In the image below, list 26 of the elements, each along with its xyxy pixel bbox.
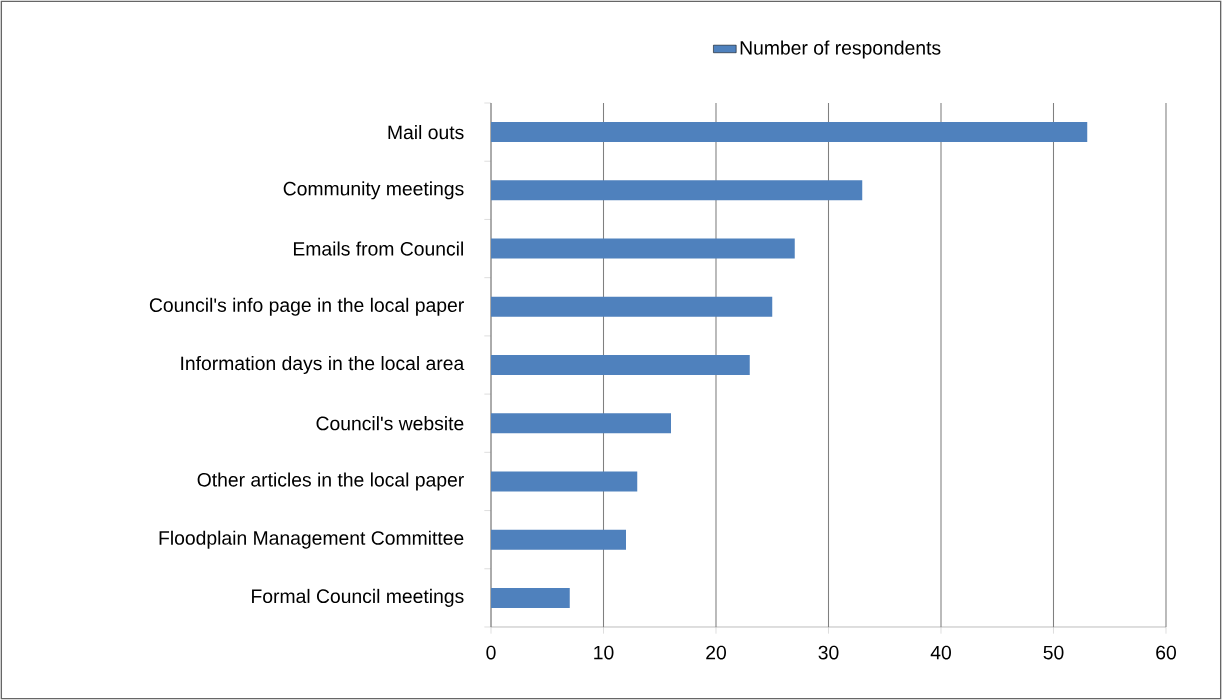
y-tick-label: Information days in the local area <box>181 355 465 375</box>
bar <box>491 413 671 434</box>
bar <box>491 529 626 550</box>
bar <box>491 355 750 375</box>
bar <box>491 296 773 317</box>
bar <box>491 238 795 259</box>
x-tick-label: 0 <box>486 645 496 660</box>
y-tick-label: Floodplain Management Committee <box>159 530 464 549</box>
x-tick-label: 20 <box>706 645 726 660</box>
y-tick-label: Emails from Council <box>293 241 463 256</box>
bar <box>491 180 863 201</box>
y-tick-label: Other articles in the local paper <box>197 472 464 491</box>
x-tick-label: 40 <box>930 645 951 660</box>
legend-label: Number of respondents <box>740 40 941 59</box>
bar <box>491 587 570 608</box>
y-tick-label: Council's website <box>316 416 464 431</box>
y-tick-label: Formal Council meetings <box>252 588 464 607</box>
x-tick-label: 60 <box>1156 645 1176 660</box>
x-tick-label: 30 <box>818 645 839 660</box>
y-tick-label: Council's info page in the local paper <box>149 297 464 316</box>
x-tick-label: 50 <box>1043 645 1064 660</box>
bar <box>491 471 638 492</box>
bar <box>491 122 1088 143</box>
y-tick-label: Mail outs <box>388 125 464 140</box>
y-tick-label: Community meetings <box>283 181 464 200</box>
x-tick-label: 10 <box>594 645 614 660</box>
